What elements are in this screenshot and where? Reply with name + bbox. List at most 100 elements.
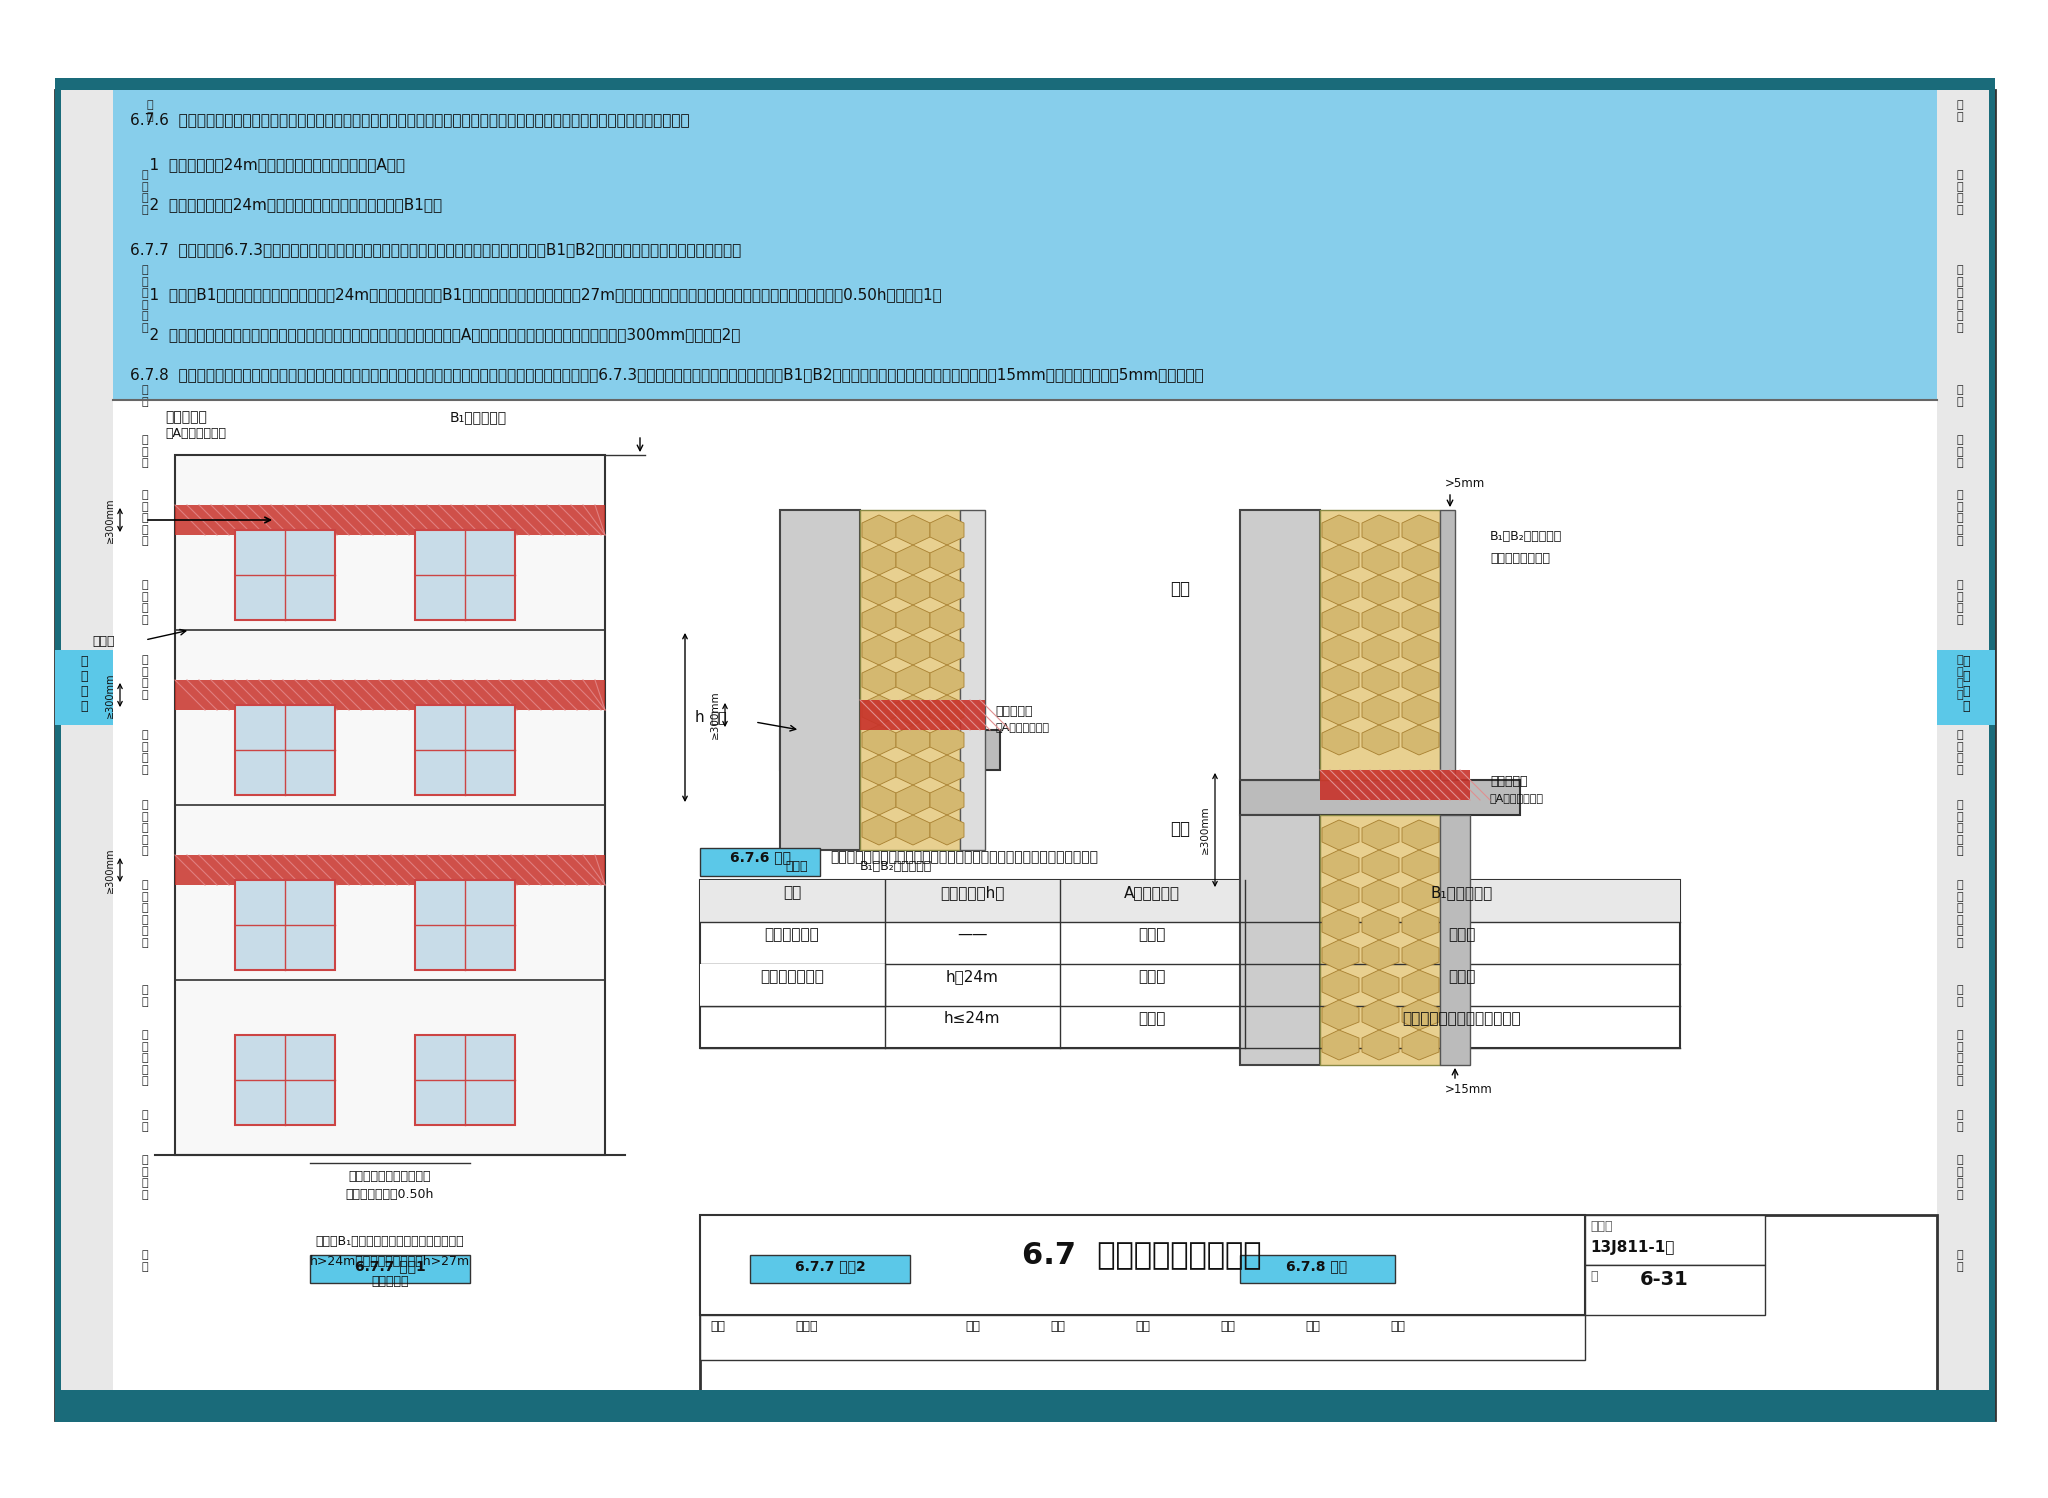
Text: 6.7.6  除设置人员密集场所的建筑外，与基层墙体、装饰层之间有空腔的建筑外墙外保温系统，其保温材料应符合下列规定：【图示】: 6.7.6 除设置人员密集场所的建筑外，与基层墙体、装饰层之间有空腔的建筑外墙外… bbox=[129, 112, 690, 127]
Polygon shape bbox=[930, 545, 965, 575]
Bar bbox=[174, 855, 604, 885]
Text: 页: 页 bbox=[1589, 1270, 1597, 1282]
Polygon shape bbox=[930, 605, 965, 635]
Bar bbox=[700, 879, 1679, 921]
Text: 木
建
结
筑
构: 木 建 结 筑 构 bbox=[141, 1031, 147, 1086]
Bar bbox=[1239, 780, 1520, 815]
Text: 灭
火
设
施: 灭 火 设 施 bbox=[1956, 730, 1964, 774]
Polygon shape bbox=[1403, 941, 1440, 971]
Text: 2  建筑高度不大于24m时，保温材料的燃烧性能不应低于B1级。: 2 建筑高度不大于24m时，保温材料的燃烧性能不应低于B1级。 bbox=[129, 198, 442, 213]
Bar bbox=[236, 706, 336, 795]
Bar bbox=[1239, 1255, 1395, 1282]
Text: 图集号: 图集号 bbox=[1589, 1219, 1612, 1233]
Polygon shape bbox=[1403, 1031, 1440, 1061]
Text: 6.7.7  除本规范第6.7.3条规定的情况外，当建筑的外墙外保温系统按本节规定采用燃烧性能为B1、B2级的保温材料时，应符合下列规定：: 6.7.7 除本规范第6.7.3条规定的情况外，当建筑的外墙外保温系统按本节规定… bbox=[129, 243, 741, 258]
Bar bbox=[700, 848, 819, 876]
Polygon shape bbox=[1362, 635, 1399, 665]
Polygon shape bbox=[897, 575, 930, 605]
Bar bbox=[1937, 650, 1995, 725]
Text: 和
仓
库: 和 仓 库 bbox=[141, 434, 147, 469]
Polygon shape bbox=[1362, 1031, 1399, 1061]
Text: 不燃材料做防护层: 不燃材料做防护层 bbox=[1491, 551, 1550, 565]
Polygon shape bbox=[897, 815, 930, 845]
Polygon shape bbox=[862, 665, 897, 695]
Text: 楼板处: 楼板处 bbox=[92, 635, 115, 649]
Polygon shape bbox=[1323, 879, 1360, 909]
Bar bbox=[113, 90, 1937, 400]
Text: 二层: 二层 bbox=[1169, 580, 1190, 598]
Text: ≥300mm: ≥300mm bbox=[104, 848, 115, 893]
Polygon shape bbox=[1403, 971, 1440, 1001]
Polygon shape bbox=[862, 605, 897, 635]
Bar bbox=[1585, 1264, 1765, 1315]
Bar bbox=[700, 879, 1679, 1049]
Polygon shape bbox=[862, 635, 897, 665]
Text: 6.7.7 图示1: 6.7.7 图示1 bbox=[354, 1258, 426, 1273]
Polygon shape bbox=[1323, 695, 1360, 725]
Text: 甲
乙
类
场
所: 甲 乙 类 场 所 bbox=[141, 490, 147, 547]
Bar bbox=[55, 650, 113, 725]
Text: 厂
房: 厂 房 bbox=[1956, 385, 1964, 406]
Polygon shape bbox=[1362, 545, 1399, 575]
Polygon shape bbox=[1323, 635, 1360, 665]
Polygon shape bbox=[1403, 545, 1440, 575]
Text: 6-31: 6-31 bbox=[1640, 1270, 1690, 1288]
Polygon shape bbox=[1323, 575, 1360, 605]
Polygon shape bbox=[1362, 909, 1399, 941]
Polygon shape bbox=[1362, 819, 1399, 849]
Text: 总
术
符
则
语
号: 总 术 符 则 语 号 bbox=[141, 265, 147, 333]
Bar bbox=[700, 1215, 1937, 1401]
Polygon shape bbox=[930, 755, 965, 785]
Polygon shape bbox=[862, 515, 897, 545]
Bar bbox=[700, 1215, 1585, 1315]
Text: （A级不燃材料）: （A级不燃材料） bbox=[995, 722, 1049, 733]
Bar bbox=[416, 879, 514, 971]
Bar bbox=[860, 509, 961, 849]
Text: 建
筑
构
造: 建 筑 构 造 bbox=[1956, 655, 1964, 700]
Text: 楼面: 楼面 bbox=[711, 712, 727, 725]
Bar bbox=[1321, 815, 1440, 1065]
Bar bbox=[961, 509, 985, 849]
Polygon shape bbox=[862, 695, 897, 725]
Bar bbox=[55, 78, 1995, 91]
Text: 消
防
设
备
置: 消 防 设 备 置 bbox=[141, 800, 147, 857]
Text: 建筑高度（h）: 建筑高度（h） bbox=[940, 885, 1004, 900]
Text: 林莉: 林莉 bbox=[1305, 1320, 1321, 1333]
Bar bbox=[236, 530, 336, 620]
Text: 建筑高度与基层墙体、装饰层之间有空腔的建筑外墙保温体统的技术要求: 建筑高度与基层墙体、装饰层之间有空腔的建筑外墙保温体统的技术要求 bbox=[829, 849, 1098, 864]
Text: 供
暖
和
气
调
节: 供 暖 和 气 调 节 bbox=[1956, 879, 1964, 948]
Bar bbox=[1440, 509, 1454, 780]
Text: 防火隔离带: 防火隔离带 bbox=[995, 706, 1032, 718]
Text: 设计: 设计 bbox=[1221, 1320, 1235, 1333]
Bar bbox=[236, 879, 336, 971]
Text: 蔡昭昀: 蔡昭昀 bbox=[795, 1320, 817, 1333]
Text: 立面示意图: 立面示意图 bbox=[371, 1275, 410, 1288]
Text: 交
通
隧
道: 交 通 隧 道 bbox=[1956, 1155, 1964, 1200]
Text: 甲
乙
类
场
所: 甲 乙 类 场 所 bbox=[1956, 490, 1964, 547]
Polygon shape bbox=[897, 605, 930, 635]
Text: 场所: 场所 bbox=[782, 885, 801, 900]
Text: h>24m；住宅建筑建筑高度h>27m: h>24m；住宅建筑建筑高度h>27m bbox=[309, 1255, 471, 1267]
Polygon shape bbox=[1323, 515, 1360, 545]
Polygon shape bbox=[1323, 725, 1360, 755]
Text: ——: —— bbox=[956, 927, 987, 942]
Text: >5mm: >5mm bbox=[1446, 476, 1485, 490]
Polygon shape bbox=[1403, 879, 1440, 909]
Bar bbox=[1321, 770, 1470, 800]
Polygon shape bbox=[930, 515, 965, 545]
Text: 目
录: 目 录 bbox=[147, 100, 154, 121]
Polygon shape bbox=[897, 785, 930, 815]
Text: 附
录: 附 录 bbox=[1956, 1249, 1964, 1272]
Polygon shape bbox=[862, 575, 897, 605]
Text: B₁级保温材料: B₁级保温材料 bbox=[451, 410, 508, 424]
Text: 建
筑
构
造: 建 筑 构 造 bbox=[80, 655, 88, 713]
Text: ≥300mm: ≥300mm bbox=[104, 673, 115, 718]
Polygon shape bbox=[1362, 725, 1399, 755]
Polygon shape bbox=[930, 665, 965, 695]
Text: 木
建
结
筑
构: 木 建 结 筑 构 bbox=[1956, 1031, 1964, 1086]
Text: 6.7.6 图示: 6.7.6 图示 bbox=[729, 849, 791, 864]
Text: 完整性不应低于0.50h: 完整性不应低于0.50h bbox=[346, 1188, 434, 1201]
Text: 1  除采用B1级保温材料且建筑高度不大于24m的公共建筑或采用B1级保温材料且建筑高度不大于27m的住宅建筑外，建筑外墙上门、窗的耐火完整性不应低于0.50h: 1 除采用B1级保温材料且建筑高度不大于24m的公共建筑或采用B1级保温材料且建… bbox=[129, 288, 942, 303]
Text: 总
术
符
则
语
号: 总 术 符 则 语 号 bbox=[1956, 265, 1964, 333]
Text: 6.7.8 图示: 6.7.8 图示 bbox=[1286, 1258, 1348, 1273]
